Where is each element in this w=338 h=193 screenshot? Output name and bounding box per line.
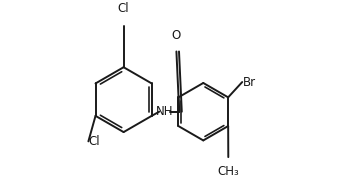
Text: CH₃: CH₃ [217,164,239,178]
Text: Cl: Cl [89,135,100,148]
Text: NH: NH [155,105,173,118]
Text: O: O [172,29,181,42]
Text: Br: Br [243,75,256,89]
Text: Cl: Cl [118,2,129,15]
